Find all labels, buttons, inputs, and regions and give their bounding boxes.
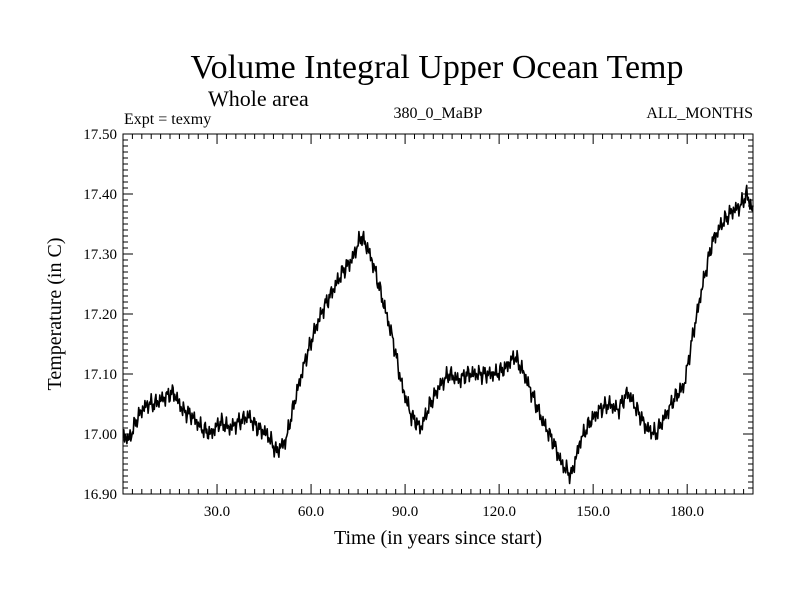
y-tick-label: 17.10 [83, 367, 117, 383]
plot-area: 30.0 60.0 90.0 120.0 150.0 180.0 16.90 17.00 17.… [83, 127, 754, 520]
y-tick-label: 17.30 [83, 247, 117, 263]
y-tick-label: 17.50 [83, 127, 117, 143]
header-center-label: 380_0_MaBP [394, 105, 483, 122]
chart-title: Volume Integral Upper Ocean Temp [191, 49, 684, 86]
x-tick-label: 120.0 [482, 504, 516, 520]
x-tick-label: 90.0 [392, 504, 418, 520]
plot-frame [122, 133, 754, 495]
header-right-label: ALL_MONTHS [646, 105, 753, 122]
x-tick-label: 180.0 [670, 504, 704, 520]
y-tick-label: 17.00 [83, 427, 117, 443]
chart-subtitle: Whole area [208, 86, 309, 111]
x-tick-label: 30.0 [204, 504, 230, 520]
y-tick-label: 17.40 [83, 187, 117, 203]
y-axis-label: Temperature (in C) [44, 238, 66, 391]
header-left-label: Expt = texmy [124, 111, 211, 128]
x-tick-label: 150.0 [576, 504, 610, 520]
x-axis-label: Time (in years since start) [334, 527, 542, 549]
series-line [122, 184, 754, 485]
x-tick-label: 60.0 [298, 504, 324, 520]
y-tick-label: 17.20 [83, 307, 117, 323]
y-tick-label: 16.90 [83, 487, 117, 503]
